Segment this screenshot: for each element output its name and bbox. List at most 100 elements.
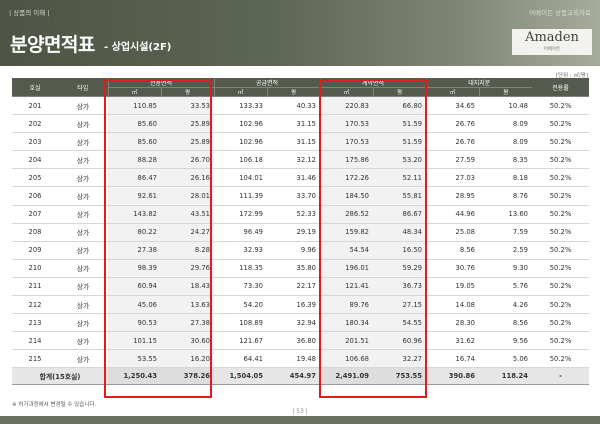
area-cell: 28.95 xyxy=(426,186,479,206)
table-row: 215 상가 53.55 16.20 64.41 19.48 106.68 32.27 16.7… xyxy=(12,349,589,369)
area-cell: 32.27 xyxy=(373,349,426,369)
unit-no-cell: 204 xyxy=(12,150,58,170)
unit-note: [단위 : ㎡/평] xyxy=(555,73,588,79)
unit-no-cell: 210 xyxy=(12,259,58,278)
area-cell: 85.60 xyxy=(108,132,161,152)
type-cell: 상가 xyxy=(58,259,108,278)
area-cell: 25.08 xyxy=(426,223,479,242)
area-cell: 8.18 xyxy=(479,168,532,188)
area-cell: 34.65 xyxy=(426,96,479,116)
ratio-cell: 50.2% xyxy=(532,205,589,224)
area-cell: 13.63 xyxy=(161,295,214,315)
area-cell: 29.76 xyxy=(161,259,214,278)
area-cell: 28.30 xyxy=(426,313,479,333)
area-cell: 30.76 xyxy=(426,259,479,278)
col-sqm: ㎡ xyxy=(213,87,267,97)
area-cell: 31.15 xyxy=(267,114,320,134)
area-cell: 9.30 xyxy=(479,259,532,278)
area-cell: 8.35 xyxy=(479,150,532,170)
col-pyeong: 평 xyxy=(160,87,214,97)
area-cell: 52.33 xyxy=(267,205,320,224)
area-cell: 10.48 xyxy=(479,96,532,116)
area-cell: 54.20 xyxy=(214,295,267,315)
area-cell: 54.54 xyxy=(320,241,373,260)
unit-no-cell: 202 xyxy=(12,114,58,134)
area-cell: 90.53 xyxy=(108,313,161,333)
ratio-cell: 50.2% xyxy=(532,277,589,297)
type-cell: 상가 xyxy=(58,150,108,170)
area-cell: 9.56 xyxy=(479,331,532,351)
unit-no-cell: 206 xyxy=(12,186,58,206)
page-number: | 53 | xyxy=(292,408,308,415)
area-cell: 102.96 xyxy=(214,132,267,152)
area-cell: 102.96 xyxy=(214,114,267,134)
col-unit-no: 호실 xyxy=(12,78,58,97)
area-cell: 43.51 xyxy=(161,205,214,224)
area-cell: 33.70 xyxy=(267,186,320,206)
col-supply: 공급면적 xyxy=(213,78,320,88)
unit-no-cell: 207 xyxy=(12,205,58,224)
col-land: 대지지분 xyxy=(425,78,532,88)
area-cell: 80.22 xyxy=(108,223,161,242)
unit-no-cell: 214 xyxy=(12,331,58,351)
table-row: 208 상가 80.22 24.27 96.49 29.19 159.82 48.34 25.0… xyxy=(12,223,589,242)
area-cell: 106.68 xyxy=(320,349,373,369)
area-cell: 25.89 xyxy=(161,114,214,134)
table-row: 210 상가 98.39 29.76 118.35 35.80 196.01 59.29 30.… xyxy=(12,259,589,278)
area-cell: 220.83 xyxy=(320,96,373,116)
area-cell: 121.67 xyxy=(214,331,267,351)
area-cell: 286.52 xyxy=(320,205,373,224)
col-type: 타입 xyxy=(58,78,108,97)
ratio-cell: 50.2% xyxy=(532,96,589,116)
table-row: 202 상가 85.60 25.89 102.96 31.15 170.53 51.59 26.… xyxy=(12,114,589,134)
area-cell: 175.86 xyxy=(320,150,373,170)
col-sqm: ㎡ xyxy=(319,87,373,97)
type-cell: 상가 xyxy=(58,186,108,206)
area-cell: 88.28 xyxy=(108,150,161,170)
table-row: 205 상가 86.47 26.16 104.01 31.46 172.26 52.11 27.… xyxy=(12,168,589,188)
table-row: 209 상가 27.38 8.28 32.93 9.96 54.54 16.50 8.56 2.5… xyxy=(12,241,589,260)
area-cell: 33.53 xyxy=(161,96,214,116)
area-cell: 18.43 xyxy=(161,277,214,297)
unit-no-cell: 201 xyxy=(12,96,58,116)
ratio-cell: 50.2% xyxy=(532,223,589,242)
type-cell: 상가 xyxy=(58,168,108,188)
area-cell: 8.56 xyxy=(426,241,479,260)
area-cell: 8.28 xyxy=(161,241,214,260)
unit-no-cell: 205 xyxy=(12,168,58,188)
total-area-cell: 1,250.43 xyxy=(108,367,161,386)
page-header: | 상품의 이해 | 어메이든 상품교육자료 분양면적표 - 상업시설(2F) … xyxy=(0,0,600,66)
area-cell: 19.05 xyxy=(426,277,479,297)
table-row: 204 상가 88.28 26.70 106.18 32.12 175.86 53.20 27.… xyxy=(12,150,589,170)
area-cell: 53.55 xyxy=(108,349,161,369)
type-cell: 상가 xyxy=(58,223,108,242)
ratio-cell: 50.2% xyxy=(532,114,589,134)
area-cell: 44.96 xyxy=(426,205,479,224)
type-cell: 상가 xyxy=(58,331,108,351)
table-row: 214 상가 101.15 30.60 121.67 36.80 201.51 60.96 31… xyxy=(12,331,589,351)
area-cell: 60.94 xyxy=(108,277,161,297)
total-area-cell: 753.55 xyxy=(373,367,426,386)
type-cell: 상가 xyxy=(58,277,108,297)
total-area-cell: 118.24 xyxy=(479,367,532,386)
table-row: 212 상가 45.06 13.63 54.20 16.39 89.76 27.15 14.08… xyxy=(12,295,589,315)
total-area-cell: 378.26 xyxy=(161,367,214,386)
type-cell: 상가 xyxy=(58,96,108,116)
area-cell: 180.34 xyxy=(320,313,373,333)
unit-no-cell: 209 xyxy=(12,241,58,260)
area-cell: 86.67 xyxy=(373,205,426,224)
area-cell: 25.89 xyxy=(161,132,214,152)
area-cell: 26.16 xyxy=(161,168,214,188)
area-cell: 14.08 xyxy=(426,295,479,315)
area-cell: 55.81 xyxy=(373,186,426,206)
area-cell: 184.50 xyxy=(320,186,373,206)
area-cell: 45.06 xyxy=(108,295,161,315)
unit-no-cell: 203 xyxy=(12,132,58,152)
area-cell: 4.26 xyxy=(479,295,532,315)
area-cell: 36.80 xyxy=(267,331,320,351)
area-cell: 8.56 xyxy=(479,313,532,333)
area-cell: 98.39 xyxy=(108,259,161,278)
brand-logo: Amaden 어메이든 xyxy=(512,29,592,55)
area-cell: 26.70 xyxy=(161,150,214,170)
area-cell: 121.41 xyxy=(320,277,373,297)
